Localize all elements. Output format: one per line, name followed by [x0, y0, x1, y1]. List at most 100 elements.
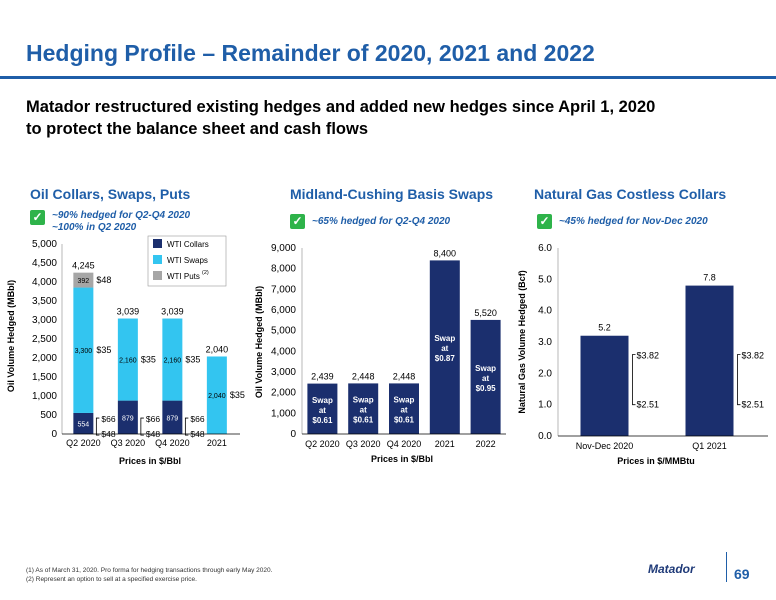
gas-collar-chart: Natural Gas Volume Hedged (Bcf) 0.0 1.0 2.…	[517, 243, 768, 466]
y-tick-label: 4,000	[271, 346, 296, 357]
subtitle-line-2: to protect the balance sheet and cash fl…	[26, 120, 368, 138]
total-label: 3,039	[117, 307, 140, 317]
y-tick-label: 0	[51, 429, 57, 440]
bar-segment	[73, 412, 94, 434]
legend-swatch	[153, 271, 162, 280]
subtitle-line-1: Matador restructured existing hedges and…	[26, 98, 656, 116]
bar-segment	[206, 356, 227, 434]
bar-inner-label: Swap	[312, 396, 333, 405]
oil-note-line-1: ~90% hedged for Q2-Q4 2020	[52, 210, 191, 221]
value-label: 7.8	[703, 273, 716, 283]
page-title: Hedging Profile – Remainder of 2020, 202…	[26, 40, 595, 66]
y-axis-ticks: 0 1,000 2,000 3,000 4,000 5,000 6,000 7,000 8,00…	[271, 243, 303, 440]
collar-ceiling-label: $66	[146, 414, 160, 424]
title-divider	[0, 76, 776, 79]
x-axis-label: Prices in $/Bbl	[371, 454, 433, 464]
y-tick-label: 6.0	[538, 243, 552, 254]
y-tick-label: 0	[290, 429, 296, 440]
y-axis-label: Oil Volume Hedged (MBbl)	[6, 280, 16, 392]
swap-price-label: $35	[96, 345, 111, 355]
bar	[685, 285, 734, 436]
y-axis-label: Oil Volume Hedged (MBbl)	[254, 286, 264, 398]
collar-ceiling-label: $3.82	[637, 351, 660, 361]
bar-inner-label: $0.95	[476, 384, 497, 393]
swap-value-label: 2,160	[119, 358, 137, 365]
basis-note: ~65% hedged for Q2-Q4 2020	[312, 216, 451, 227]
check-icon: ✓	[290, 214, 305, 229]
oil-hedge-chart: Oil Volume Hedged (MBbl) 0 500 1,000 1,500 2…	[6, 235, 245, 466]
x-tick-label: Q3 2020	[346, 439, 381, 449]
value-label: 5.2	[598, 323, 611, 333]
bar-segment	[162, 318, 183, 401]
basis-section-heading: Midland-Cushing Basis Swaps	[290, 186, 494, 202]
footnote-2: (2) Represent an option to sell at a spe…	[26, 576, 197, 583]
collar-bracket	[737, 354, 741, 406]
y-tick-label: 2.0	[538, 368, 552, 379]
collar-value-label: 554	[78, 421, 90, 428]
y-axis-label: Natural Gas Volume Hedged (Bcf)	[517, 270, 527, 413]
y-tick-label: 2,000	[32, 353, 57, 364]
matador-logo: Matador	[648, 562, 695, 576]
bar-inner-label: at	[482, 374, 489, 383]
footnotes: (1) As of March 31, 2020. Pro forma for …	[26, 566, 272, 584]
collar-bracket	[184, 417, 189, 436]
value-label: 8,400	[434, 248, 457, 258]
y-tick-label: 3,500	[32, 296, 57, 307]
y-tick-label: 1,000	[32, 391, 57, 402]
oil-note: ~90% hedged for Q2-Q4 2020 ~100% in Q2 2…	[52, 210, 190, 234]
swap-value-label: 3,300	[75, 348, 93, 355]
y-tick-label: 3.0	[538, 337, 552, 348]
collar-value-label: 879	[167, 415, 179, 422]
bar-inner-label: at	[441, 344, 448, 353]
footnote-1: (1) As of March 31, 2020. Pro forma for …	[26, 567, 273, 574]
check-icon: ✓	[30, 210, 45, 225]
bar	[389, 383, 419, 434]
collar-ceiling-label: $3.82	[742, 351, 765, 361]
y-tick-label: 4,000	[32, 277, 57, 288]
x-tick-label: Q1 2021	[692, 441, 727, 451]
x-tick-label: Q4 2020	[387, 439, 422, 449]
y-tick-label: 2,500	[32, 334, 57, 345]
x-tick-label: 2022	[476, 439, 496, 449]
bar-inner-label: Swap	[434, 334, 455, 343]
bars: 5.2 $3.82 $2.51 7.8 $3.82 $2.51	[580, 273, 765, 436]
y-tick-label: 7,000	[271, 284, 296, 295]
y-tick-label: 1,000	[271, 408, 296, 419]
bars: 2,439Swapat$0.612,448Swapat$0.612,448Swa…	[307, 248, 501, 434]
legend-swatch	[153, 255, 162, 264]
bar	[307, 383, 338, 434]
bar-inner-label: $0.61	[312, 416, 333, 425]
total-label: 2,040	[206, 344, 229, 354]
swap-price-label: $35	[141, 355, 156, 365]
x-tick-label: Nov-Dec 2020	[576, 441, 634, 451]
value-label: 2,439	[311, 372, 334, 382]
bar-segment	[162, 400, 183, 434]
y-tick-label: 5.0	[538, 274, 552, 285]
swap-value-label: 2,160	[164, 358, 182, 365]
y-tick-label: 500	[40, 410, 57, 421]
basis-swap-chart: Oil Volume Hedged (MBbl) 0 1,000 2,000 3,00…	[254, 243, 506, 464]
bar-inner-label: Swap	[394, 396, 415, 405]
legend: WTI Collars WTI Swaps WTI Puts (2)	[147, 235, 227, 287]
total-label: 4,245	[72, 261, 95, 271]
bar	[580, 335, 629, 436]
x-axis-ticks: Q2 2020 Q3 2020 Q4 2020 2021	[62, 433, 240, 448]
bar-segment	[73, 272, 94, 288]
x-axis-ticks: Q2 2020 Q3 2020 Q4 2020 2021 2022	[302, 433, 506, 449]
collar-ceiling-label: $66	[101, 414, 115, 424]
y-tick-label: 8,000	[271, 264, 296, 275]
swap-value-label: 2,040	[208, 393, 226, 400]
value-label: 5,520	[474, 308, 497, 318]
bar-inner-label: Swap	[475, 364, 496, 373]
y-tick-label: 5,000	[271, 326, 296, 337]
put-price-label: $48	[96, 275, 111, 285]
y-tick-label: 5,000	[32, 239, 57, 250]
value-label: 2,448	[352, 371, 375, 381]
swap-price-label: $35	[230, 390, 245, 400]
gas-note: ~45% hedged for Nov-Dec 2020	[559, 216, 708, 227]
legend-label: WTI Swaps	[167, 256, 208, 265]
bar	[470, 319, 501, 434]
put-value-label: 392	[78, 278, 90, 285]
y-axis-ticks: 0.0 1.0 2.0 3.0 4.0 5.0 6.0	[538, 243, 559, 442]
